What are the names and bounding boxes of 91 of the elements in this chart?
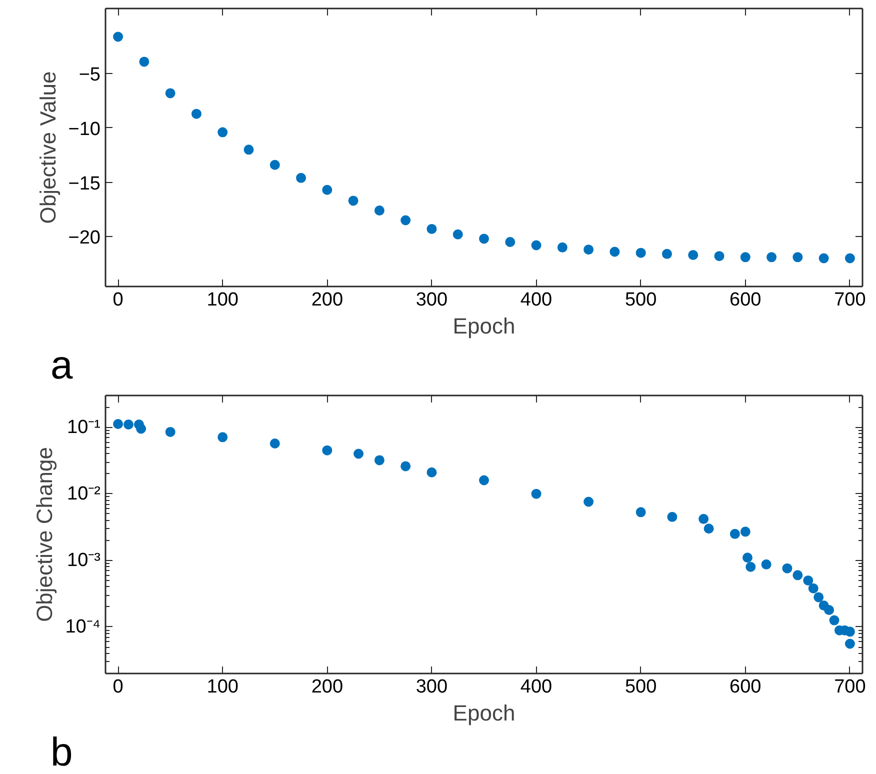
point bbox=[730, 528, 740, 539]
point bbox=[782, 563, 792, 574]
x-tick-label: 500 bbox=[624, 290, 657, 310]
x-tick-label: 400 bbox=[520, 676, 552, 698]
point bbox=[505, 236, 516, 247]
point bbox=[374, 205, 384, 216]
point bbox=[698, 514, 709, 524]
point bbox=[557, 242, 568, 252]
point bbox=[742, 552, 752, 563]
point bbox=[531, 240, 542, 250]
point bbox=[322, 184, 332, 195]
point bbox=[136, 424, 146, 434]
point bbox=[113, 32, 124, 42]
x-tick-label: 100 bbox=[206, 290, 238, 310]
point bbox=[844, 626, 855, 637]
point bbox=[165, 426, 176, 437]
point bbox=[761, 559, 772, 570]
point bbox=[844, 253, 855, 264]
x-tick-label: 300 bbox=[416, 290, 448, 310]
point bbox=[824, 604, 834, 615]
point bbox=[322, 445, 332, 456]
point bbox=[270, 438, 280, 449]
point bbox=[740, 526, 750, 537]
y-tick-label: −5 bbox=[78, 64, 101, 86]
point bbox=[688, 250, 698, 260]
point bbox=[270, 160, 280, 170]
text: a bbox=[50, 344, 74, 388]
point bbox=[296, 172, 306, 183]
point bbox=[584, 244, 594, 255]
x-tick-label: 700 bbox=[834, 290, 866, 310]
x-tick-label: 400 bbox=[520, 290, 552, 310]
y-tick-label: −20 bbox=[68, 228, 101, 249]
point bbox=[667, 512, 678, 522]
point bbox=[531, 488, 542, 499]
x-tick-label: 0 bbox=[112, 676, 124, 698]
x-tick-label: 500 bbox=[624, 676, 657, 698]
point bbox=[124, 420, 134, 430]
point bbox=[818, 253, 829, 264]
point bbox=[610, 246, 620, 257]
x-axis-title: Epoch bbox=[452, 314, 516, 338]
point bbox=[452, 229, 463, 240]
point bbox=[814, 592, 824, 602]
y-tick-label: −10 bbox=[68, 118, 101, 140]
x-axis-title: Epoch bbox=[452, 700, 516, 726]
x-tick-label: 700 bbox=[834, 676, 866, 698]
point bbox=[165, 88, 176, 98]
point bbox=[808, 583, 818, 594]
point bbox=[636, 248, 646, 258]
y-tick-label: 10⁻² bbox=[67, 483, 101, 504]
point bbox=[426, 224, 437, 234]
point bbox=[426, 467, 437, 478]
point bbox=[829, 615, 840, 626]
x-tick-label: 0 bbox=[112, 290, 124, 310]
y-axis-title: Objective Change bbox=[32, 447, 58, 622]
x-tick-label: 600 bbox=[730, 676, 762, 698]
point bbox=[714, 251, 724, 262]
point bbox=[740, 252, 750, 262]
point bbox=[218, 432, 228, 442]
point bbox=[746, 562, 756, 572]
x-tick-label: 600 bbox=[730, 290, 762, 310]
point bbox=[218, 127, 228, 138]
point bbox=[400, 461, 411, 472]
point bbox=[374, 455, 384, 466]
point bbox=[704, 524, 714, 534]
point bbox=[400, 215, 411, 226]
y-tick-label: −15 bbox=[68, 173, 101, 194]
x-tick-label: 300 bbox=[416, 676, 448, 698]
point bbox=[244, 144, 254, 155]
point bbox=[803, 575, 814, 586]
y-tick-label: 10⁻⁴ bbox=[65, 616, 101, 638]
point bbox=[479, 234, 489, 244]
text: b bbox=[50, 730, 73, 774]
point bbox=[479, 475, 489, 486]
y-tick-label: 10⁻³ bbox=[67, 550, 101, 571]
y-axis-title: Objective Value bbox=[35, 71, 60, 224]
point bbox=[348, 196, 358, 206]
y-tick-label: 10⁻¹ bbox=[67, 416, 101, 438]
point bbox=[139, 56, 150, 67]
point bbox=[191, 108, 202, 119]
point bbox=[636, 507, 646, 518]
point bbox=[792, 252, 803, 262]
point bbox=[844, 638, 855, 649]
point bbox=[584, 496, 594, 507]
point bbox=[662, 248, 672, 259]
x-tick-label: 200 bbox=[311, 290, 344, 310]
x-tick-label: 100 bbox=[206, 676, 238, 698]
point bbox=[792, 570, 803, 580]
point bbox=[766, 252, 777, 262]
point bbox=[354, 448, 364, 459]
x-tick-label: 200 bbox=[311, 676, 344, 698]
point bbox=[113, 418, 124, 429]
